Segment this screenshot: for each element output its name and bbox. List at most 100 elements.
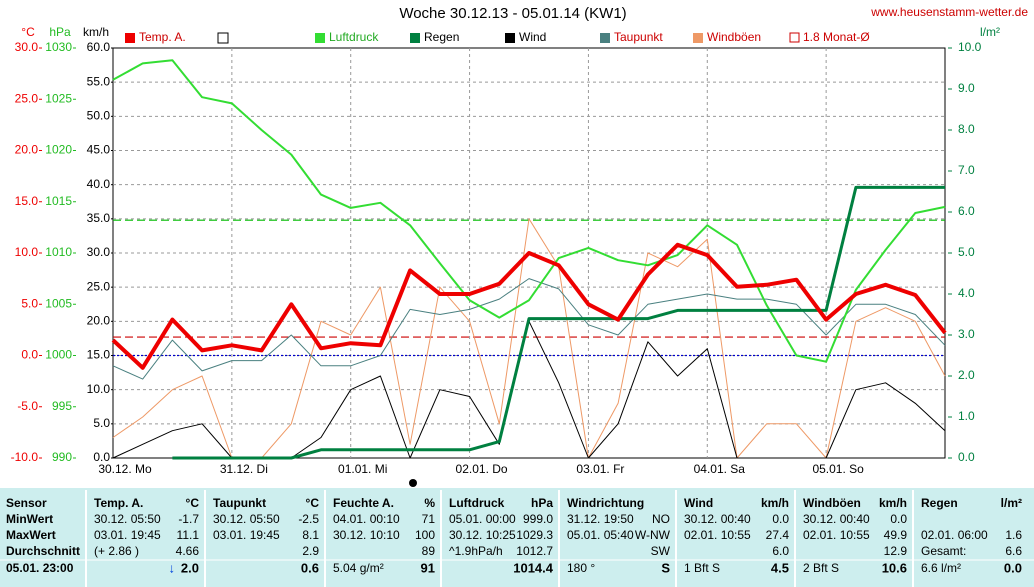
- cell-label: 30.12. 00:40: [803, 512, 870, 526]
- stats-panel: [0, 488, 1034, 587]
- column-header: Taupunkt: [213, 496, 266, 510]
- tick-label: 5.0: [93, 416, 110, 430]
- cell-label: 04.01. 00:10: [333, 512, 400, 526]
- x-tick-label: 02.01. Do: [456, 462, 508, 476]
- column-unit: °C: [306, 496, 320, 510]
- cell-label: 02.01. 10:55: [684, 528, 751, 542]
- cell-value: 6.6: [1005, 544, 1022, 558]
- tick-label: 8.0: [958, 122, 975, 136]
- cell-value: 4.5: [771, 560, 789, 575]
- tick-label: 10.0: [958, 40, 982, 54]
- tick-label: 10.0: [87, 382, 111, 396]
- tick-label: 1015: [45, 194, 72, 208]
- cell-value: 6.0: [772, 544, 789, 558]
- row-label: MaxWert: [6, 528, 56, 542]
- column-header: Feuchte A.: [333, 496, 394, 510]
- x-tick-label: 03.01. Fr: [576, 462, 624, 476]
- cell-value: -1.7: [178, 512, 199, 526]
- tick-label: 2.0: [958, 368, 975, 382]
- column-header: Luftdruck: [449, 496, 505, 510]
- cell-value: 71: [422, 512, 436, 526]
- cell-value: 999.0: [523, 512, 553, 526]
- cell-label: 5.04 g/m²: [333, 561, 384, 575]
- column-unit: km/h: [761, 496, 789, 510]
- legend-swatch: [315, 33, 325, 43]
- tick-label: 1030: [45, 40, 72, 54]
- cell-label: 6.6 l/m²: [921, 561, 961, 575]
- tick-label: 9.0: [958, 81, 975, 95]
- row-label: Sensor: [6, 496, 47, 510]
- cell-value: -2.5: [298, 512, 319, 526]
- cell-label: 03.01. 19:45: [94, 528, 161, 542]
- tick-label: 55.0: [87, 74, 111, 88]
- tick-label: 50.0: [87, 109, 111, 123]
- tick-label: 25.0: [15, 91, 39, 105]
- cell-value: 49.9: [884, 528, 908, 542]
- tick-label: 1000: [45, 348, 72, 362]
- tick-label: 20.0: [87, 314, 111, 328]
- tick-label: 1010: [45, 245, 72, 259]
- legend-label: Windböen: [707, 30, 761, 44]
- column-header: Wind: [684, 496, 713, 510]
- axis-unit: hPa: [49, 25, 71, 39]
- series-line: [112, 278, 946, 380]
- cell-value: 0.0: [772, 512, 789, 526]
- cell-value: 12.9: [884, 544, 908, 558]
- legend-label: Taupunkt: [614, 30, 663, 44]
- cell-value: 10.6: [882, 560, 907, 575]
- title: Woche 30.12.13 - 05.01.14 (KW1): [399, 5, 626, 22]
- legend-swatch: [693, 33, 703, 43]
- cell-value: 1014.4: [513, 560, 554, 575]
- cell-value: 91: [421, 560, 435, 575]
- tick-label: 35.0: [87, 211, 111, 225]
- site-url: www.heusenstamm-wetter.de: [870, 5, 1028, 19]
- cursor-marker: [409, 479, 417, 487]
- cell-value: NO: [652, 512, 670, 526]
- cell-value: 2.9: [302, 544, 319, 558]
- cell-label: 05.01. 00:00: [449, 512, 516, 526]
- legend-swatch: [125, 33, 135, 43]
- series-line: [111, 242, 947, 370]
- cell-value: SW: [651, 544, 671, 558]
- legend-swatch: [410, 33, 420, 43]
- row-label: Durchschnitt: [6, 544, 80, 558]
- tick-label: 0.0: [21, 348, 38, 362]
- cell-label: 180 °: [567, 561, 595, 575]
- tick-label: 995: [52, 399, 72, 413]
- column-header: Windrichtung: [567, 496, 644, 510]
- row-label: MinWert: [6, 512, 53, 526]
- tick-label: 3.0: [958, 327, 975, 341]
- legend-blank-box: [217, 32, 229, 44]
- x-tick-label: 31.12. Di: [220, 462, 268, 476]
- cell-value: 0.0: [890, 512, 907, 526]
- legend-label: Luftdruck: [329, 30, 379, 44]
- legend-swatch: [600, 33, 610, 43]
- x-tick-label: 01.01. Mi: [338, 462, 387, 476]
- tick-label: 990: [52, 450, 72, 464]
- tick-label: 25.0: [87, 279, 111, 293]
- axis-unit: °C: [21, 25, 35, 39]
- tick-label: -10.0: [11, 450, 39, 464]
- cell-value: 0.0: [1004, 560, 1022, 575]
- cell-label: Gesamt:: [921, 544, 966, 558]
- cell-label: 31.12. 19:50: [567, 512, 634, 526]
- x-tick-label: 05.01. So: [812, 462, 864, 476]
- series-line: [172, 185, 945, 460]
- legend-swatch: [789, 32, 800, 43]
- axis-unit: l/m²: [980, 25, 1000, 39]
- legend-label: Wind: [519, 30, 546, 44]
- tick-label: 60.0: [87, 40, 111, 54]
- cell-label: 30.12. 05:50: [213, 512, 280, 526]
- cell-value: 100: [415, 528, 435, 542]
- cell-value: 27.4: [766, 528, 790, 542]
- tick-label: 15.0: [87, 348, 111, 362]
- cell-label: 1 Bft S: [684, 561, 720, 575]
- cell-value: 1.6: [1005, 528, 1022, 542]
- column-unit: l/m²: [1001, 496, 1022, 510]
- trend-arrow: ↓: [169, 560, 176, 575]
- column-header: Windböen: [803, 496, 861, 510]
- cell-value: S: [661, 560, 670, 575]
- x-tick-label: 04.01. Sa: [694, 462, 746, 476]
- column-unit: °C: [186, 496, 200, 510]
